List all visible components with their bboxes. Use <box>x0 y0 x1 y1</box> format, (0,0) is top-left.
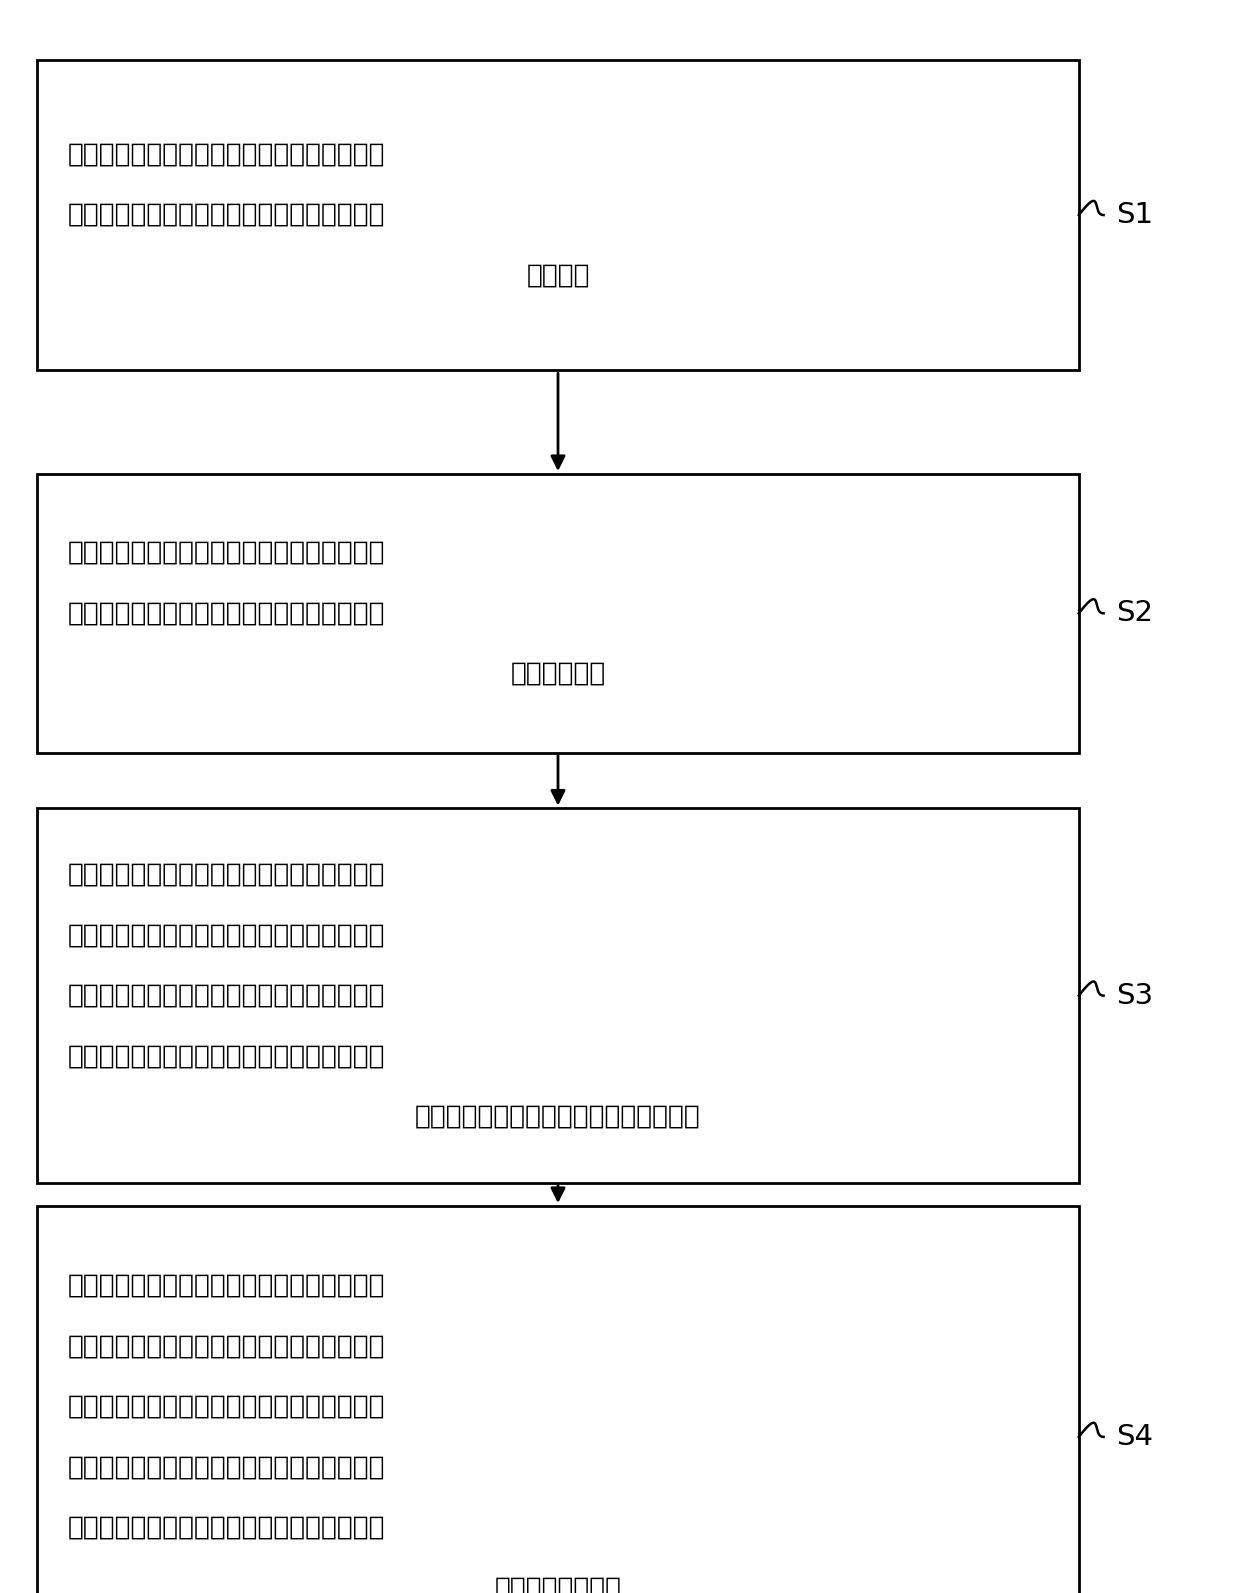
Text: 安装相机: 安装相机 <box>526 263 590 288</box>
Text: 定义并标定磨具坐标系，并确定点云数据与磨: 定义并标定磨具坐标系，并确定点云数据与磨 <box>68 1273 386 1298</box>
Text: 将刀具固定在六轴机器人的末端，由标定完成: 将刀具固定在六轴机器人的末端，由标定完成 <box>68 862 386 887</box>
Text: S2: S2 <box>1116 599 1153 628</box>
Text: S1: S1 <box>1116 201 1153 229</box>
Text: 具接触时的相对位姿关系，然后将所述位姿关: 具接触时的相对位姿关系，然后将所述位姿关 <box>68 1333 386 1359</box>
Text: 力控参数开启力控并运行上述生成的轨迹，实: 力控参数开启力控并运行上述生成的轨迹，实 <box>68 1515 386 1540</box>
Text: 在所述六轴机器人的一侧，在所述相机支架上: 在所述六轴机器人的一侧，在所述相机支架上 <box>68 202 386 228</box>
Text: 子集的数据进行平滑处理，将平滑处理后的点: 子集的数据进行平滑处理，将平滑处理后的点 <box>68 1043 386 1069</box>
Text: S4: S4 <box>1116 1423 1153 1451</box>
Text: 云数据映射到六轴机器人的末端坐标系中: 云数据映射到六轴机器人的末端坐标系中 <box>415 1104 701 1129</box>
Text: 准备工作：固定六轴机器人，将相机支架安装: 准备工作：固定六轴机器人，将相机支架安装 <box>68 142 386 167</box>
Bar <box>37 808 1079 1182</box>
Text: S3: S3 <box>1116 981 1153 1010</box>
Text: 现对刀具进行开刃: 现对刀具进行开刃 <box>495 1575 621 1593</box>
Bar <box>37 1206 1079 1593</box>
Text: 定和手眼标定: 定和手眼标定 <box>511 661 605 687</box>
Text: 六轴机器人的法兰上，对所述相机进行内参标: 六轴机器人的法兰上，对所述相机进行内参标 <box>68 601 386 626</box>
Text: 获取刀具在相机坐标系中的点云数据，对点云: 获取刀具在相机坐标系中的点云数据，对点云 <box>68 983 386 1008</box>
Bar <box>37 61 1079 371</box>
Text: 系转换至机器人末端坐标系中，生成六轴机器: 系转换至机器人末端坐标系中，生成六轴机器 <box>68 1394 386 1419</box>
Text: 人的轨迹，然后由所述六轴机器人根据设置的: 人的轨迹，然后由所述六轴机器人根据设置的 <box>68 1454 386 1480</box>
Text: 对相机进行标定，将标定辅助工具安装在所述: 对相机进行标定，将标定辅助工具安装在所述 <box>68 540 386 566</box>
Bar <box>37 475 1079 752</box>
Text: 的相机拍摄刀具的图像和结构光投影信息，并: 的相机拍摄刀具的图像和结构光投影信息，并 <box>68 922 386 948</box>
